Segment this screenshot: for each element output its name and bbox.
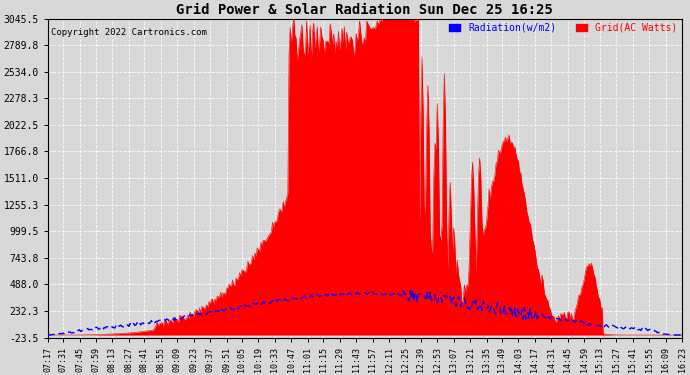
Text: Copyright 2022 Cartronics.com: Copyright 2022 Cartronics.com [51, 28, 207, 37]
Title: Grid Power & Solar Radiation Sun Dec 25 16:25: Grid Power & Solar Radiation Sun Dec 25 … [177, 3, 553, 18]
Legend: Radiation(w/m2), Grid(AC Watts): Radiation(w/m2), Grid(AC Watts) [445, 19, 682, 37]
